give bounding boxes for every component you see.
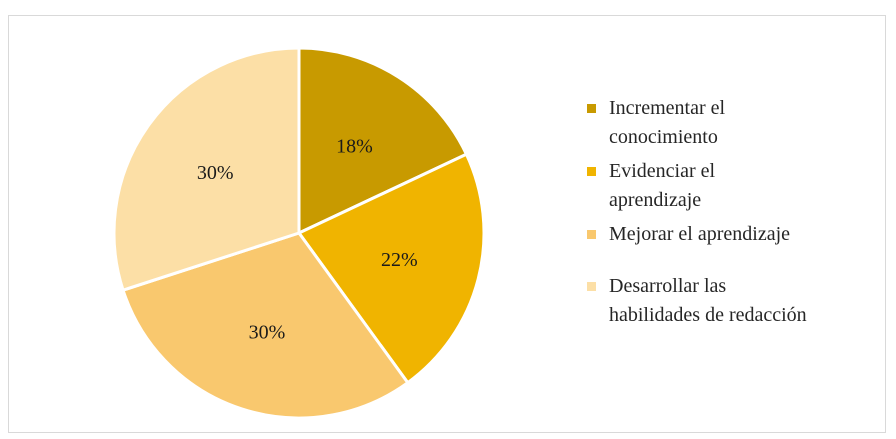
legend-label: habilidades de redacción: [609, 304, 807, 326]
legend: Incrementar el conocimiento Evidenciar e…: [587, 94, 887, 330]
legend-swatch: [587, 104, 596, 113]
legend-item-mejorar: Mejorar el aprendizaje: [587, 220, 887, 249]
pie-chart: 18% 22% 30% 30%: [112, 46, 486, 420]
slice-label-desarrollar: 30%: [197, 162, 234, 184]
slice-label-evidenciar: 22%: [381, 249, 418, 271]
slice-label-incrementar: 18%: [336, 136, 373, 158]
legend-label: conocimiento: [609, 126, 718, 148]
pie-slice-mejorar: [121, 231, 410, 420]
legend-item-evidenciar: Evidenciar el aprendizaje: [587, 157, 887, 215]
legend-swatch: [587, 230, 596, 239]
legend-label: Evidenciar el: [609, 160, 716, 182]
legend-swatch: [587, 167, 596, 176]
legend-label: aprendizaje: [609, 189, 702, 211]
slice-label-mejorar: 30%: [249, 322, 286, 344]
legend-item-incrementar: Incrementar el conocimiento: [587, 94, 887, 152]
pie-slice-desarrollar: [112, 46, 301, 293]
legend-label: Incrementar el: [609, 97, 726, 119]
legend-swatch: [587, 282, 596, 291]
legend-item-desarrollar: Desarrollar las habilidades de redacción: [587, 272, 887, 330]
pie-slice-incrementar: [297, 46, 469, 236]
legend-label: Mejorar el aprendizaje: [609, 223, 791, 245]
legend-label: Desarrollar las: [609, 275, 727, 297]
chart-frame: 18% 22% 30% 30% Incrementar el conocimiento…: [8, 15, 886, 433]
pie-slice-evidenciar: [296, 152, 486, 385]
